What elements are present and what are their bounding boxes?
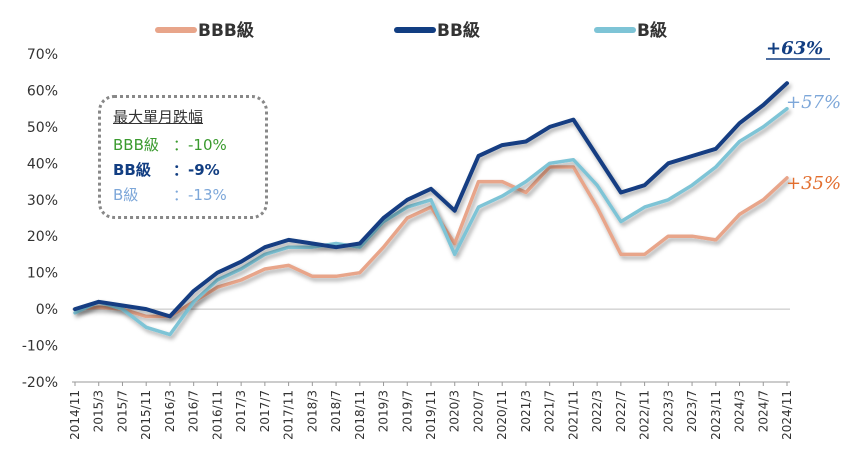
x-tick-label: 2017/11 — [282, 390, 296, 440]
x-tick-label: 2018/7 — [329, 390, 343, 432]
legend-label-b: B級 — [637, 20, 667, 41]
series-line-b — [73, 106, 789, 337]
drawdown-label-bb: BB級 — [113, 161, 151, 179]
drawdown-value-bbb: -10% — [188, 136, 227, 154]
drawdown-row-bb: BB級 ：-9% — [113, 158, 253, 183]
drawdown-value-bb: -9% — [188, 161, 220, 179]
drawdown-label-b: B級 — [113, 186, 139, 204]
drawdown-label-bbb: BBB級 — [113, 136, 159, 154]
drawdown-row-b: B級 ：-13% — [113, 183, 253, 208]
y-tick-label: 20% — [27, 229, 58, 245]
legend-label-bbb: BBB級 — [198, 20, 254, 41]
x-tick-label: 2021/7 — [543, 390, 557, 432]
y-tick-label: 30% — [27, 193, 58, 209]
x-tick-label: 2023/3 — [661, 390, 675, 432]
y-tick-label: 10% — [27, 266, 58, 282]
drawdown-box: 最大單月跌幅 BBB級 ：-10% BB級 ：-9% B級 ：-13% — [98, 95, 268, 219]
y-tick-label: -10% — [22, 339, 58, 355]
x-tick-label: 2022/7 — [614, 390, 628, 432]
end-label: +57% — [786, 92, 841, 113]
x-tick-label: 2015/11 — [139, 390, 153, 440]
drawdown-row-bbb: BBB級 ：-10% — [113, 133, 253, 158]
x-tick-label: 2020/3 — [448, 390, 462, 432]
end-label: +63% — [766, 38, 823, 59]
x-tick-label: 2015/7 — [115, 390, 129, 432]
x-tick-label: 2019/7 — [400, 390, 414, 432]
y-tick-label: 40% — [27, 156, 58, 172]
drawdown-value-b: -13% — [188, 186, 227, 204]
drawdown-sep-b: ： — [173, 186, 189, 204]
x-tick-label: 2024/7 — [756, 390, 770, 432]
x-tick-label: 2020/11 — [495, 390, 509, 440]
y-tick-label: 60% — [27, 83, 58, 99]
end-label: +35% — [786, 173, 841, 194]
x-tick-label: 2019/11 — [424, 390, 438, 440]
y-tick-label: -20% — [22, 375, 58, 391]
x-tick-label: 2022/11 — [638, 390, 652, 440]
drawdown-title: 最大單月跌幅 — [113, 108, 204, 126]
x-tick-label: 2022/3 — [590, 390, 604, 432]
drawdown-sep-bbb: ： — [173, 136, 189, 154]
x-tick-label: 2017/7 — [258, 390, 272, 432]
x-tick-label: 2016/11 — [210, 390, 224, 440]
x-tick-label: 2019/3 — [377, 390, 391, 432]
y-tick-label: 0% — [36, 302, 58, 318]
x-tick-label: 2015/3 — [92, 390, 106, 432]
x-tick-label: 2018/3 — [305, 390, 319, 432]
x-tick-label: 2017/3 — [234, 390, 248, 432]
drawdown-sep-bb: ： — [173, 161, 189, 179]
x-tick-label: 2020/7 — [471, 390, 485, 432]
x-tick-label: 2024/11 — [780, 390, 794, 440]
x-tick-label: 2021/11 — [566, 390, 580, 440]
series-line-bb — [73, 81, 789, 319]
x-tick-label: 2016/3 — [163, 390, 177, 432]
y-tick-label: 70% — [27, 47, 58, 63]
y-tick-label: 50% — [27, 120, 58, 136]
x-tick-label: 2018/11 — [353, 390, 367, 440]
x-tick-label: 2021/3 — [519, 390, 533, 432]
legend-label-bb: BB級 — [437, 20, 480, 41]
x-tick-label: 2016/7 — [187, 390, 201, 432]
x-tick-label: 2023/11 — [709, 390, 723, 440]
x-tick-label: 2024/3 — [733, 390, 747, 432]
x-tick-label: 2023/7 — [685, 390, 699, 432]
x-tick-label: 2014/11 — [68, 390, 82, 440]
